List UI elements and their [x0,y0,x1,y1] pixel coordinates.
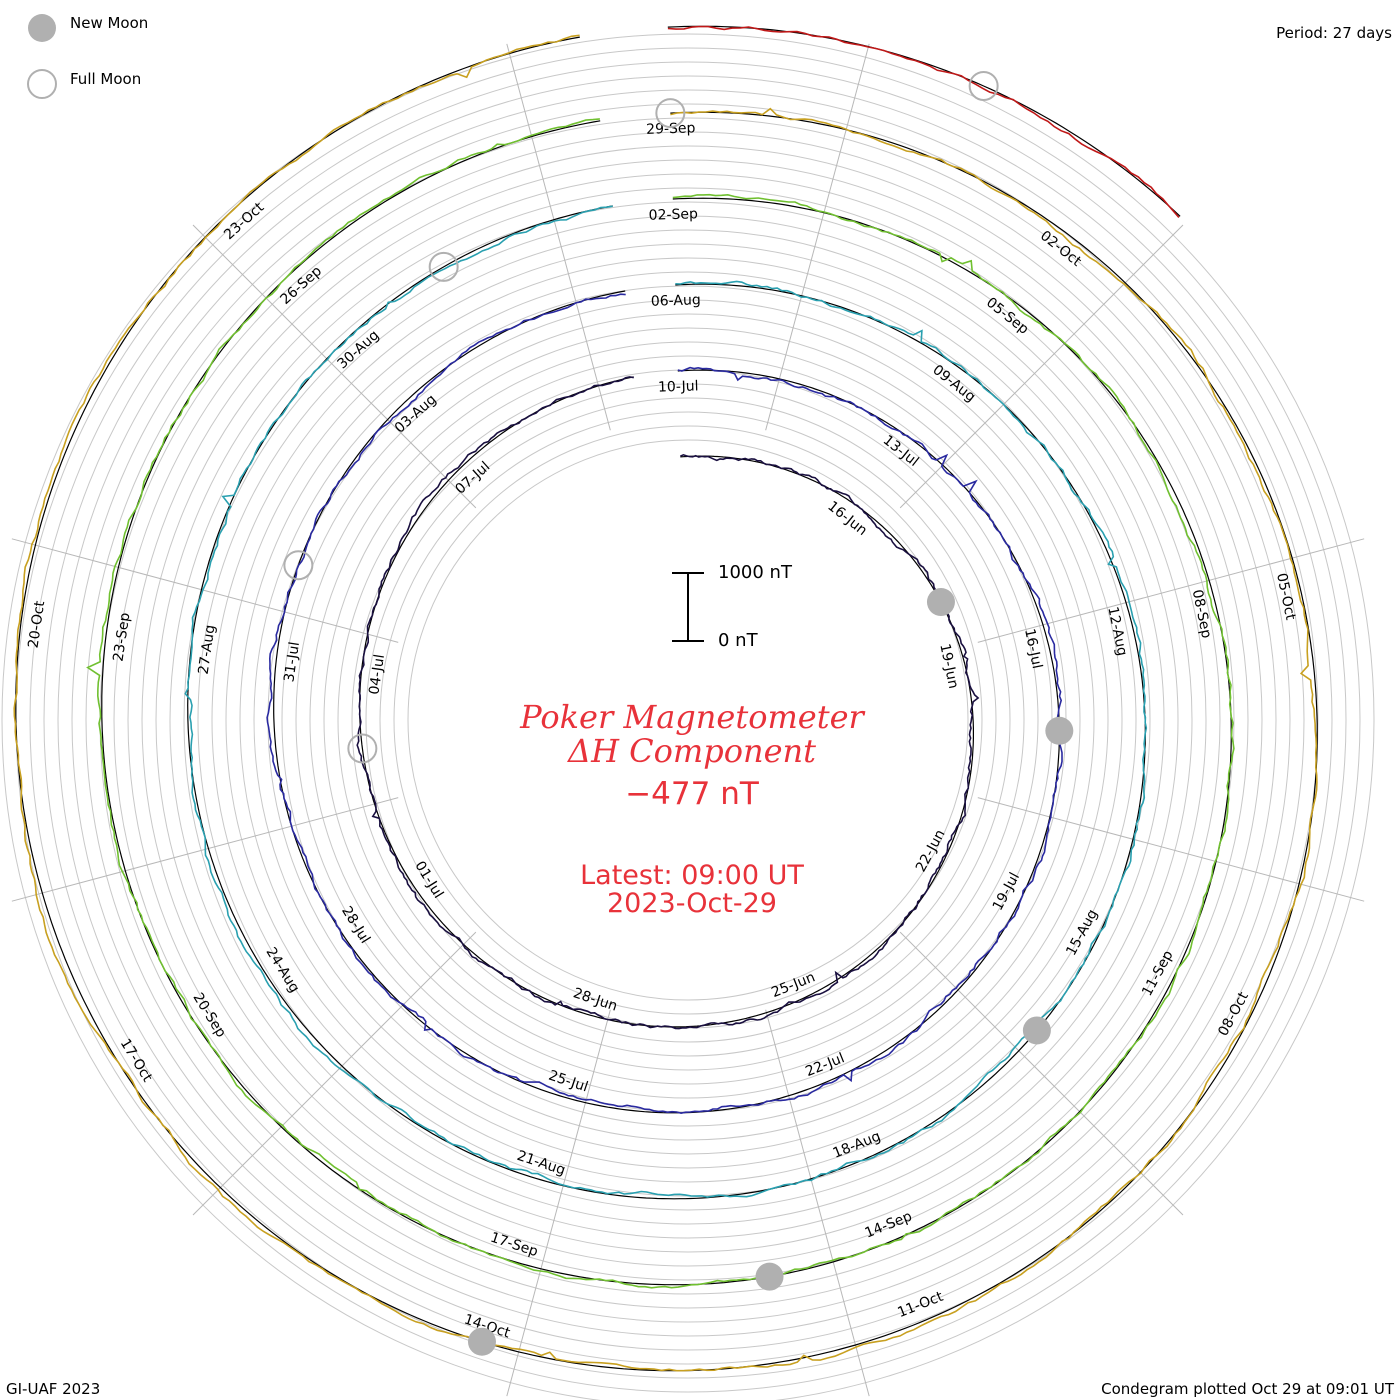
credit-label: GI-UAF 2023 [6,1380,101,1398]
grid-radial [899,224,1184,509]
plotted-timestamp: Condegram plotted Oct 29 at 09:01 UT [1101,1380,1394,1398]
full-moon-marker [283,550,314,581]
legend-full-moon-label: Full Moon [70,70,142,88]
grid-circle [155,187,1221,1253]
date-tick-label: 31-Jul [281,641,303,683]
date-tick-label: 30-Aug [335,327,383,372]
legend-full-moon-icon [27,69,57,99]
latest-date: 2023-Oct-29 [607,888,777,919]
scale-top-label: 1000 nT [718,562,792,583]
date-tick-label: 10-Jul [658,378,699,395]
grid-radial [899,931,1184,1216]
date-tick-label: 12-Aug [1104,605,1130,657]
grid-radial [506,1009,611,1397]
grid-circle [29,61,1347,1379]
grid-circle [225,257,1151,1183]
period-label: Period: 27 days [1276,24,1392,42]
new-moon-marker [926,588,955,617]
latest-time: Latest: 09:00 UT [580,860,804,891]
grid-circle [113,145,1263,1295]
grid-radial [192,224,477,509]
grid-radial [765,1009,870,1397]
chart-subtitle: ΔH Component [567,732,817,770]
date-tick-label: 02-Sep [648,206,698,223]
new-moon-marker [1022,1016,1051,1045]
scale-bottom-label: 0 nT [718,630,758,651]
grid-circle [57,89,1319,1351]
current-value: −477 nT [625,776,759,812]
grid-circle [407,439,969,1001]
grid-circle [183,215,1193,1225]
date-tick-label: 27-Aug [196,624,219,676]
grid-circle [43,75,1333,1365]
chart-title: Poker Magnetometer [520,698,864,736]
full-moon-marker [428,251,459,282]
date-tick-label: 29-Sep [646,120,696,137]
grid-circle [281,313,1095,1127]
date-tick-label: 14-Sep [863,1208,915,1241]
grid-circle [239,271,1137,1169]
full-moon-marker [968,70,999,101]
data-trace [356,376,980,1030]
date-tick-label: 26-Sep [278,263,326,308]
data-trace [667,25,1180,219]
grid-circle [197,229,1179,1211]
data-trace [184,205,1148,1198]
grid-radial [765,43,870,431]
date-tick-label: 23-Sep [111,611,134,662]
grid-circle [169,201,1207,1239]
date-tick-label: 04-Jul [366,653,388,695]
full-moon-marker [655,98,686,129]
date-tick-label: 06-Aug [651,292,701,309]
grid-radial [977,538,1365,643]
date-tick-label: 16-Jun [824,498,870,539]
grid-circle [253,285,1123,1155]
date-tick-label: 07-Jul [452,459,493,498]
new-moon-marker [1045,716,1074,745]
data-trace [13,34,1318,1372]
legend-new-moon-label: New Moon [70,14,149,32]
new-moon-marker [755,1262,784,1291]
date-tick-label: 20-Oct [26,599,49,649]
date-tick-label: 23-Oct [221,199,267,243]
new-moon-marker [467,1327,496,1356]
grid-circle [85,117,1291,1323]
grid-circle [141,173,1235,1267]
grid-circle [351,383,1025,1057]
scale-bar [672,572,704,642]
grid-circle [365,397,1011,1043]
date-tick-label: 08-Oct [1215,989,1252,1039]
grid-radial [192,931,477,1216]
grid-radial [506,43,611,431]
grid-group [1,33,1375,1400]
grid-circle [71,103,1305,1337]
data-trace [266,293,1063,1115]
grid-circle [1,33,1375,1400]
date-tick-label: 13-Jul [880,432,922,470]
grid-circle [127,159,1249,1281]
data-trace [86,118,1235,1289]
date-tick-label: 25-Jul [546,1068,590,1096]
date-tick-label: 11-Oct [895,1289,945,1322]
legend-new-moon-icon [28,14,56,42]
date-tick-label: 08-Sep [1189,588,1215,640]
grid-radial [977,797,1365,902]
date-tick-label: 24-Aug [262,945,302,996]
grid-radial [11,538,399,643]
date-tick-label: 19-Jun [936,642,961,690]
grid-circle [393,425,983,1015]
full-moon-marker [347,733,378,764]
